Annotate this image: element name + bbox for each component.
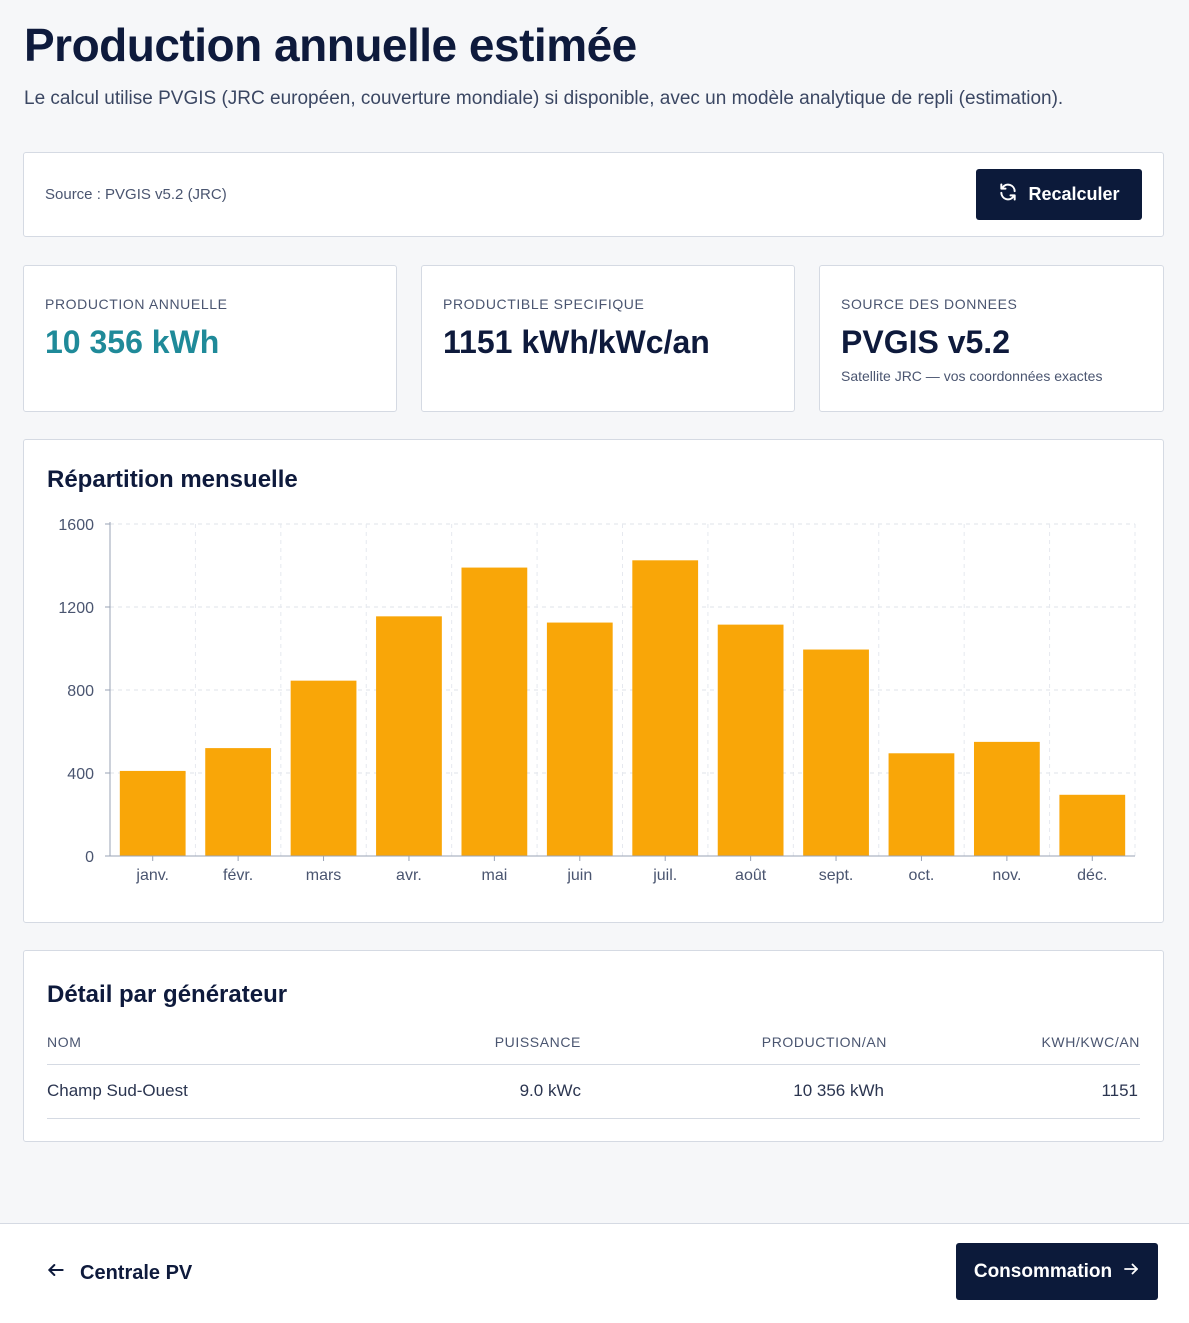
x-tick-label: juil. — [652, 867, 677, 884]
kpi-label: Production annuelle — [45, 296, 228, 312]
arrow-left-icon — [46, 1260, 66, 1286]
column-header-power: Puissance — [494, 1034, 581, 1050]
kpi-annual-production: Production annuelle 10 356 kWh — [23, 265, 397, 412]
x-tick-label: janv. — [135, 867, 169, 884]
bar-9[interactable] — [803, 649, 869, 856]
cell-production: 10 356 kWh — [793, 1081, 884, 1100]
table-title: Détail par générateur — [47, 981, 288, 1008]
x-tick-label: août — [735, 867, 767, 884]
bar-5[interactable] — [461, 567, 528, 856]
kpi-value: 1151 kWh/kWc/an — [443, 324, 710, 360]
kpi-note: Satellite JRC — vos coordonnées exactes — [841, 368, 1103, 384]
y-tick-label: 800 — [67, 683, 94, 700]
kpi-label: Source des donnees — [841, 296, 1018, 312]
footer-nav: Centrale PV Consommation — [0, 1223, 1189, 1323]
x-tick-label: juin — [566, 867, 592, 884]
column-header-name: Nom — [47, 1034, 82, 1050]
chart-title: Répartition mensuelle — [47, 466, 298, 493]
cell-yield: 1151 — [1101, 1081, 1138, 1100]
monthly-bar-chart: 0 400 800 1200 1600 janv. févr. mars avr. mai juin… — [58, 517, 1136, 884]
x-tick-label: sept. — [819, 867, 854, 884]
next-button[interactable]: Consommation — [956, 1243, 1158, 1300]
table-row-divider — [47, 1118, 1140, 1119]
column-header-yield: kWh/kWc/an — [1041, 1034, 1140, 1050]
source-text: Source : PVGIS v5.2 (JRC) — [45, 186, 227, 203]
bar-6[interactable] — [546, 622, 613, 856]
back-label: Centrale PV — [80, 1261, 193, 1284]
page-title: Production annuelle estimée — [24, 19, 637, 71]
x-tick-label: oct. — [909, 867, 935, 884]
source-bar: Source : PVGIS v5.2 (JRC) Recalculer — [23, 152, 1164, 237]
bar-2[interactable] — [205, 748, 272, 856]
kpi-data-source: Source des donnees PVGIS v5.2 Satellite … — [819, 265, 1164, 412]
page-subtitle: Le calcul utilise PVGIS (JRC européen, c… — [24, 88, 1064, 109]
bar-12[interactable] — [1059, 794, 1126, 856]
kpi-value: PVGIS v5.2 — [841, 324, 1010, 360]
recalculate-label: Recalculer — [1028, 184, 1120, 204]
column-header-production: Production/an — [761, 1034, 887, 1050]
bar-10[interactable] — [888, 753, 955, 856]
bar-4[interactable] — [376, 616, 442, 856]
refresh-icon — [998, 182, 1018, 207]
table-divider — [47, 1064, 1140, 1065]
x-tick-label: déc. — [1077, 867, 1107, 884]
bar-1[interactable] — [119, 770, 186, 856]
bar-3[interactable] — [290, 680, 357, 856]
monthly-chart-card: Répartition mensuelle 0 400 800 1200 1600 jan… — [23, 439, 1164, 923]
x-tick-label: nov. — [992, 867, 1021, 884]
x-tick-label: mars — [306, 867, 342, 884]
x-tick-label: mai — [481, 867, 507, 884]
kpi-value: 10 356 kWh — [45, 324, 220, 360]
cell-power: 9.0 kWc — [519, 1081, 581, 1100]
y-tick-label: 1200 — [58, 600, 94, 617]
cell-generator-name: Champ Sud-Ouest — [47, 1081, 188, 1100]
next-label: Consommation — [973, 1260, 1113, 1282]
kpi-label: Productible specifique — [443, 296, 645, 312]
x-tick-label: févr. — [223, 867, 253, 884]
back-button[interactable]: Centrale PV — [46, 1260, 192, 1286]
y-tick-label: 1600 — [58, 517, 94, 534]
y-tick-label: 400 — [67, 766, 94, 783]
recalculate-button[interactable]: Recalculer — [976, 169, 1142, 220]
y-tick-label: 0 — [85, 849, 94, 866]
bar-8[interactable] — [717, 624, 784, 856]
bar-7[interactable] — [632, 560, 699, 856]
x-tick-label: avr. — [396, 867, 422, 884]
generator-table-card: Détail par générateur Nom Puissance Prod… — [23, 950, 1164, 1142]
kpi-specific-yield: Productible specifique 1151 kWh/kWc/an — [421, 265, 795, 412]
bar-11[interactable] — [973, 741, 1040, 856]
arrow-right-icon — [1122, 1260, 1140, 1284]
